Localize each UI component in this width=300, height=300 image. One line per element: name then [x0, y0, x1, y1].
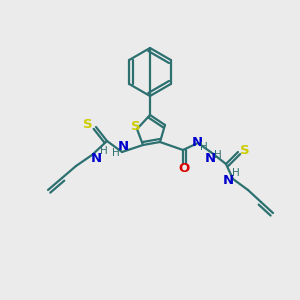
Text: S: S: [131, 121, 141, 134]
Text: H: H: [232, 168, 240, 178]
Text: N: N: [117, 140, 129, 154]
Text: H: H: [112, 148, 120, 158]
Text: N: N: [90, 152, 102, 164]
Text: S: S: [83, 118, 93, 131]
Text: N: N: [204, 152, 216, 166]
Text: N: N: [191, 136, 203, 148]
Text: O: O: [178, 163, 190, 176]
Text: H: H: [200, 142, 208, 152]
Text: N: N: [222, 173, 234, 187]
Text: H: H: [100, 146, 108, 156]
Text: H: H: [214, 150, 222, 160]
Text: S: S: [240, 143, 250, 157]
